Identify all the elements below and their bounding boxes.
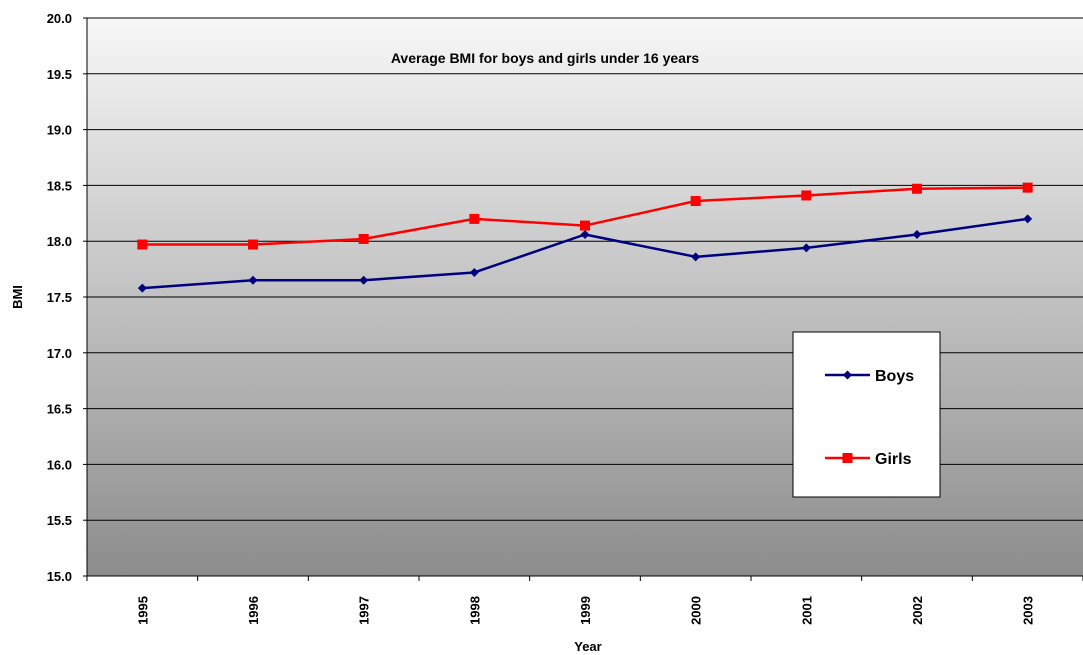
girls-point <box>1022 182 1033 193</box>
girls-point <box>137 239 148 250</box>
y-tick-label: 19.5 <box>47 67 72 82</box>
legend: Boys Girls <box>792 331 941 498</box>
boys-point <box>248 275 258 285</box>
legend-boys-label: Boys <box>875 368 914 385</box>
x-tick-label: 2000 <box>689 596 704 625</box>
girls-point <box>248 239 258 250</box>
y-tick-label: 18.0 <box>47 234 72 249</box>
boys-point <box>137 283 147 293</box>
y-tick-label: 16.0 <box>47 457 72 472</box>
x-tick-label: 1995 <box>135 596 150 625</box>
legend-box <box>792 331 941 498</box>
x-tick-label: 2002 <box>910 596 925 625</box>
x-tick-label: 2001 <box>799 596 814 625</box>
axis-ticks: 15.0 15.5 16.0 16.5 17.0 17.5 18.0 18.5 19.0 19.5… <box>47 11 1083 625</box>
y-axis-title: BMI <box>10 285 25 309</box>
y-tick-label: 18.5 <box>47 178 72 193</box>
girls-point <box>912 183 922 194</box>
x-axis-title: Year <box>574 639 601 654</box>
x-tick-label: 1996 <box>246 596 261 625</box>
boys-point <box>801 243 811 253</box>
series-group <box>137 182 1033 293</box>
x-tick-label: 1997 <box>357 596 372 625</box>
x-tick-label: 2003 <box>1021 596 1036 625</box>
y-tick-label: 20.0 <box>47 11 72 26</box>
y-tick-label: 19.0 <box>47 123 72 138</box>
y-tick-label: 16.5 <box>47 402 72 417</box>
girls-point <box>469 213 480 224</box>
x-tick-label: 1998 <box>467 596 482 625</box>
y-tick-label: 17.5 <box>47 290 72 305</box>
girls-point <box>690 196 701 207</box>
boys-point <box>359 275 369 285</box>
legend-girls-marker <box>842 453 853 463</box>
girls-point <box>580 220 590 231</box>
girls-point <box>358 233 369 244</box>
y-tick-label: 17.0 <box>47 346 72 361</box>
boys-point <box>469 267 479 277</box>
y-tick-label: 15.5 <box>47 513 72 528</box>
legend-boys-marker <box>843 370 852 380</box>
girls-point <box>801 190 812 201</box>
legend-girls-label: Girls <box>875 451 912 468</box>
y-tick-label: 15.0 <box>47 569 72 584</box>
boys-point <box>912 230 922 240</box>
x-tick-label: 1999 <box>578 596 593 625</box>
boys-point <box>691 252 701 262</box>
boys-point <box>1023 214 1033 224</box>
boys-point <box>580 230 590 240</box>
chart-title: Average BMI for boys and girls under 16 … <box>391 50 700 66</box>
